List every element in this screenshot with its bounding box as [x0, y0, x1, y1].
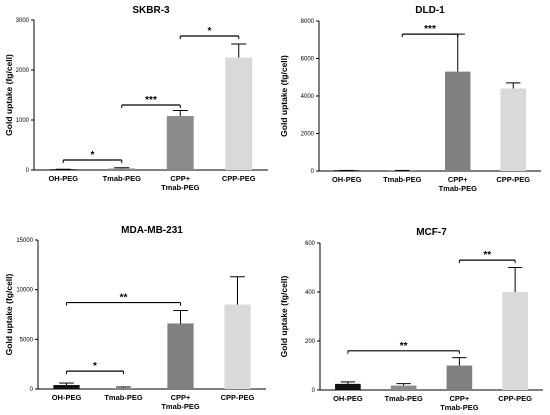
- y-tick-label: 5000: [20, 337, 34, 343]
- bar-2: [167, 323, 194, 389]
- y-tick-label: 0: [30, 387, 34, 393]
- chart-title: MCF-7: [416, 227, 447, 238]
- bar-3: [500, 88, 527, 171]
- bar-2: [446, 365, 473, 390]
- y-tick-label: 600: [305, 241, 316, 247]
- y-axis-label: Gold uptake (fg/cell): [4, 54, 14, 136]
- bar-3: [225, 57, 253, 170]
- category-label-0: OH-PEG: [332, 175, 362, 184]
- y-tick-label: 4000: [301, 94, 315, 100]
- significance-label-0: *: [91, 150, 95, 161]
- category-label-1: Tmab-PEG: [384, 394, 423, 403]
- chart-title: DLD-1: [415, 5, 445, 16]
- y-tick-label: 2000: [301, 132, 315, 138]
- chart-mda-mb-231: MDA-MB-231 Gold uptake (fg/cell) 0 5000 1000…: [4, 225, 266, 411]
- category-label-3: CPP-PEG: [222, 174, 256, 183]
- category-label-0: OH-PEG: [48, 174, 78, 183]
- y-tick-label: 0: [26, 168, 30, 174]
- category-label-2: CPP+ Tmab-PEG: [439, 175, 478, 193]
- significance-label-2: *: [208, 26, 212, 37]
- category-label-0: OH-PEG: [52, 393, 82, 402]
- y-tick-label: 8000: [301, 19, 315, 25]
- category-label-2: CPP+ Tmab-PEG: [440, 394, 479, 412]
- y-tick-label: 2000: [16, 68, 30, 74]
- chart-title: MDA-MB-231: [121, 225, 183, 236]
- category-label-3: CPP-PEG: [221, 393, 255, 402]
- y-tick-label: 10000: [16, 288, 33, 294]
- bar-2: [166, 116, 194, 170]
- significance-label-1: **: [483, 250, 491, 261]
- bar-3: [502, 292, 528, 390]
- category-label-2: CPP+ Tmab-PEG: [161, 393, 200, 411]
- bar-1: [110, 388, 137, 389]
- bar-1: [108, 168, 136, 170]
- y-tick-label: 1000: [16, 118, 30, 124]
- y-tick-label: 3000: [16, 18, 30, 24]
- bar-1: [390, 385, 417, 390]
- significance-label-0: **: [400, 341, 408, 352]
- category-label-1: Tmab-PEG: [104, 393, 143, 402]
- chart-dld1: DLD-1 Gold uptake (fg/cell) 0 2000 4000 6000 8…: [279, 5, 541, 193]
- y-tick-label: 200: [305, 339, 316, 345]
- y-tick-label: 15000: [16, 238, 33, 244]
- category-label-3: CPP-PEG: [498, 394, 532, 403]
- y-tick-label: 0: [312, 388, 316, 394]
- category-label-3: CPP-PEG: [496, 175, 530, 184]
- significance-label-1: **: [120, 293, 128, 304]
- category-label-1: Tmab-PEG: [383, 175, 422, 184]
- significance-label-0: ***: [424, 24, 436, 35]
- bar-0: [335, 383, 361, 390]
- significance-label-0: *: [93, 361, 97, 372]
- bar-2: [444, 71, 471, 171]
- bar-0: [53, 385, 80, 389]
- y-axis-label: Gold uptake (fg/cell): [4, 273, 14, 355]
- chart-title: SKBR-3: [132, 5, 170, 16]
- category-label-0: OH-PEG: [333, 394, 363, 403]
- y-axis-label: Gold uptake (fg/cell): [279, 275, 289, 357]
- significance-label-1: ***: [145, 95, 157, 106]
- chart-mcf7: MCF-7 Gold uptake (fg/cell) 0 200 400 600 OH-P…: [279, 227, 543, 412]
- y-tick-label: 0: [311, 169, 315, 175]
- chart-skbr3: SKBR-3 Gold uptake (fg/cell) 0 1000 2000 3000…: [4, 5, 268, 192]
- y-tick-label: 400: [305, 290, 316, 296]
- y-axis-label: Gold uptake (fg/cell): [279, 55, 289, 137]
- category-label-2: CPP+ Tmab-PEG: [161, 174, 200, 192]
- category-label-1: Tmab-PEG: [103, 174, 142, 183]
- bar-3: [224, 304, 251, 389]
- y-tick-label: 6000: [301, 57, 315, 63]
